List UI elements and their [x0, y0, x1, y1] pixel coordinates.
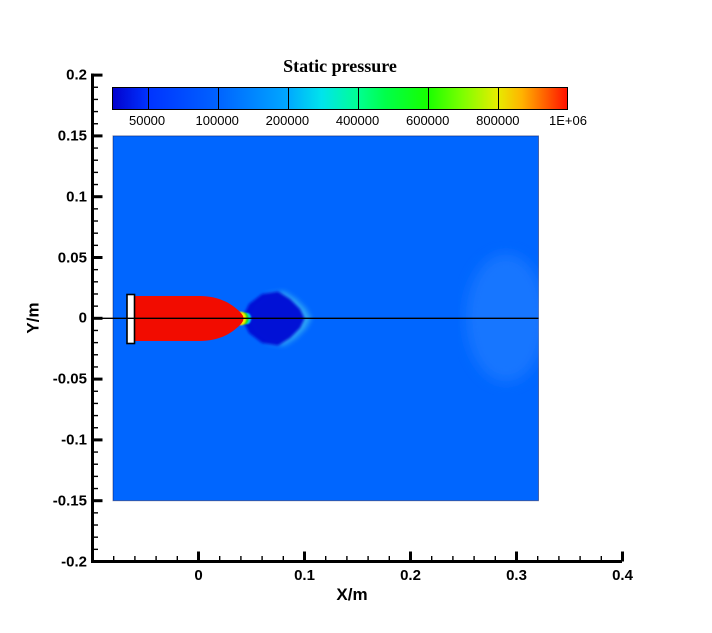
- y-minor-ticks: [92, 86, 98, 551]
- colorbar-level-label: 50000: [128, 113, 166, 128]
- x-minor-ticks: [112, 556, 602, 562]
- y-tick-label: -0.2: [61, 553, 87, 570]
- y-tick-label: 0: [78, 309, 87, 327]
- colorbar: [112, 87, 568, 110]
- legend-title: Static pressure: [283, 56, 397, 76]
- colorbar-level-label: 600000: [405, 113, 450, 128]
- colorbar-divider: [217, 88, 219, 109]
- x-axis-title: X/m: [336, 585, 368, 604]
- y-axis-title: Y/m: [23, 302, 43, 334]
- x-tick-label: 0.1: [294, 567, 315, 584]
- y-tick-label: 0.15: [57, 127, 87, 145]
- x-major-ticks: [197, 551, 624, 562]
- base-plate: [126, 293, 136, 345]
- colorbar-divider: [287, 88, 289, 109]
- colorbar-divider: [358, 88, 360, 109]
- colorbar-level-label: 200000: [265, 113, 310, 128]
- x-tick-label: 0.2: [400, 567, 421, 584]
- colorbar-divider: [428, 88, 430, 109]
- colorbar-level-label: 100000: [195, 113, 239, 128]
- y-tick-label: -0.1: [61, 431, 87, 449]
- x-tick-label: 0: [194, 567, 203, 584]
- y-tick-label: 0.1: [66, 188, 87, 206]
- colorbar-divider: [147, 88, 149, 109]
- colorbar-level-label: 400000: [335, 113, 380, 128]
- x-tick-label: 0.4: [612, 567, 633, 584]
- y-tick-label: -0.05: [52, 370, 87, 388]
- colorbar-level-label: 800000: [476, 113, 520, 128]
- x-tick-label: 0.3: [506, 567, 527, 584]
- y-tick-label: -0.15: [52, 492, 87, 510]
- y-major-ticks: [92, 73, 103, 563]
- colorbar-level-label: 1E+06: [549, 113, 587, 128]
- y-tick-label: 0.05: [57, 249, 87, 266]
- y-tick-label: 0.2: [66, 66, 87, 84]
- colorbar-divider: [498, 88, 500, 109]
